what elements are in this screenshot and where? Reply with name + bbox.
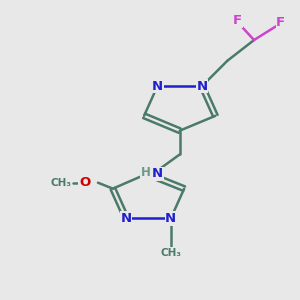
- Text: N: N: [121, 212, 132, 225]
- Text: N: N: [152, 167, 163, 180]
- Text: N: N: [152, 80, 163, 93]
- Text: N: N: [165, 212, 176, 225]
- Text: F: F: [233, 14, 242, 27]
- Text: H: H: [141, 166, 151, 179]
- Text: CH₃: CH₃: [160, 248, 181, 257]
- Text: F: F: [276, 16, 285, 29]
- Text: N: N: [196, 80, 208, 93]
- Text: O: O: [79, 176, 90, 189]
- Text: CH₃: CH₃: [50, 178, 71, 188]
